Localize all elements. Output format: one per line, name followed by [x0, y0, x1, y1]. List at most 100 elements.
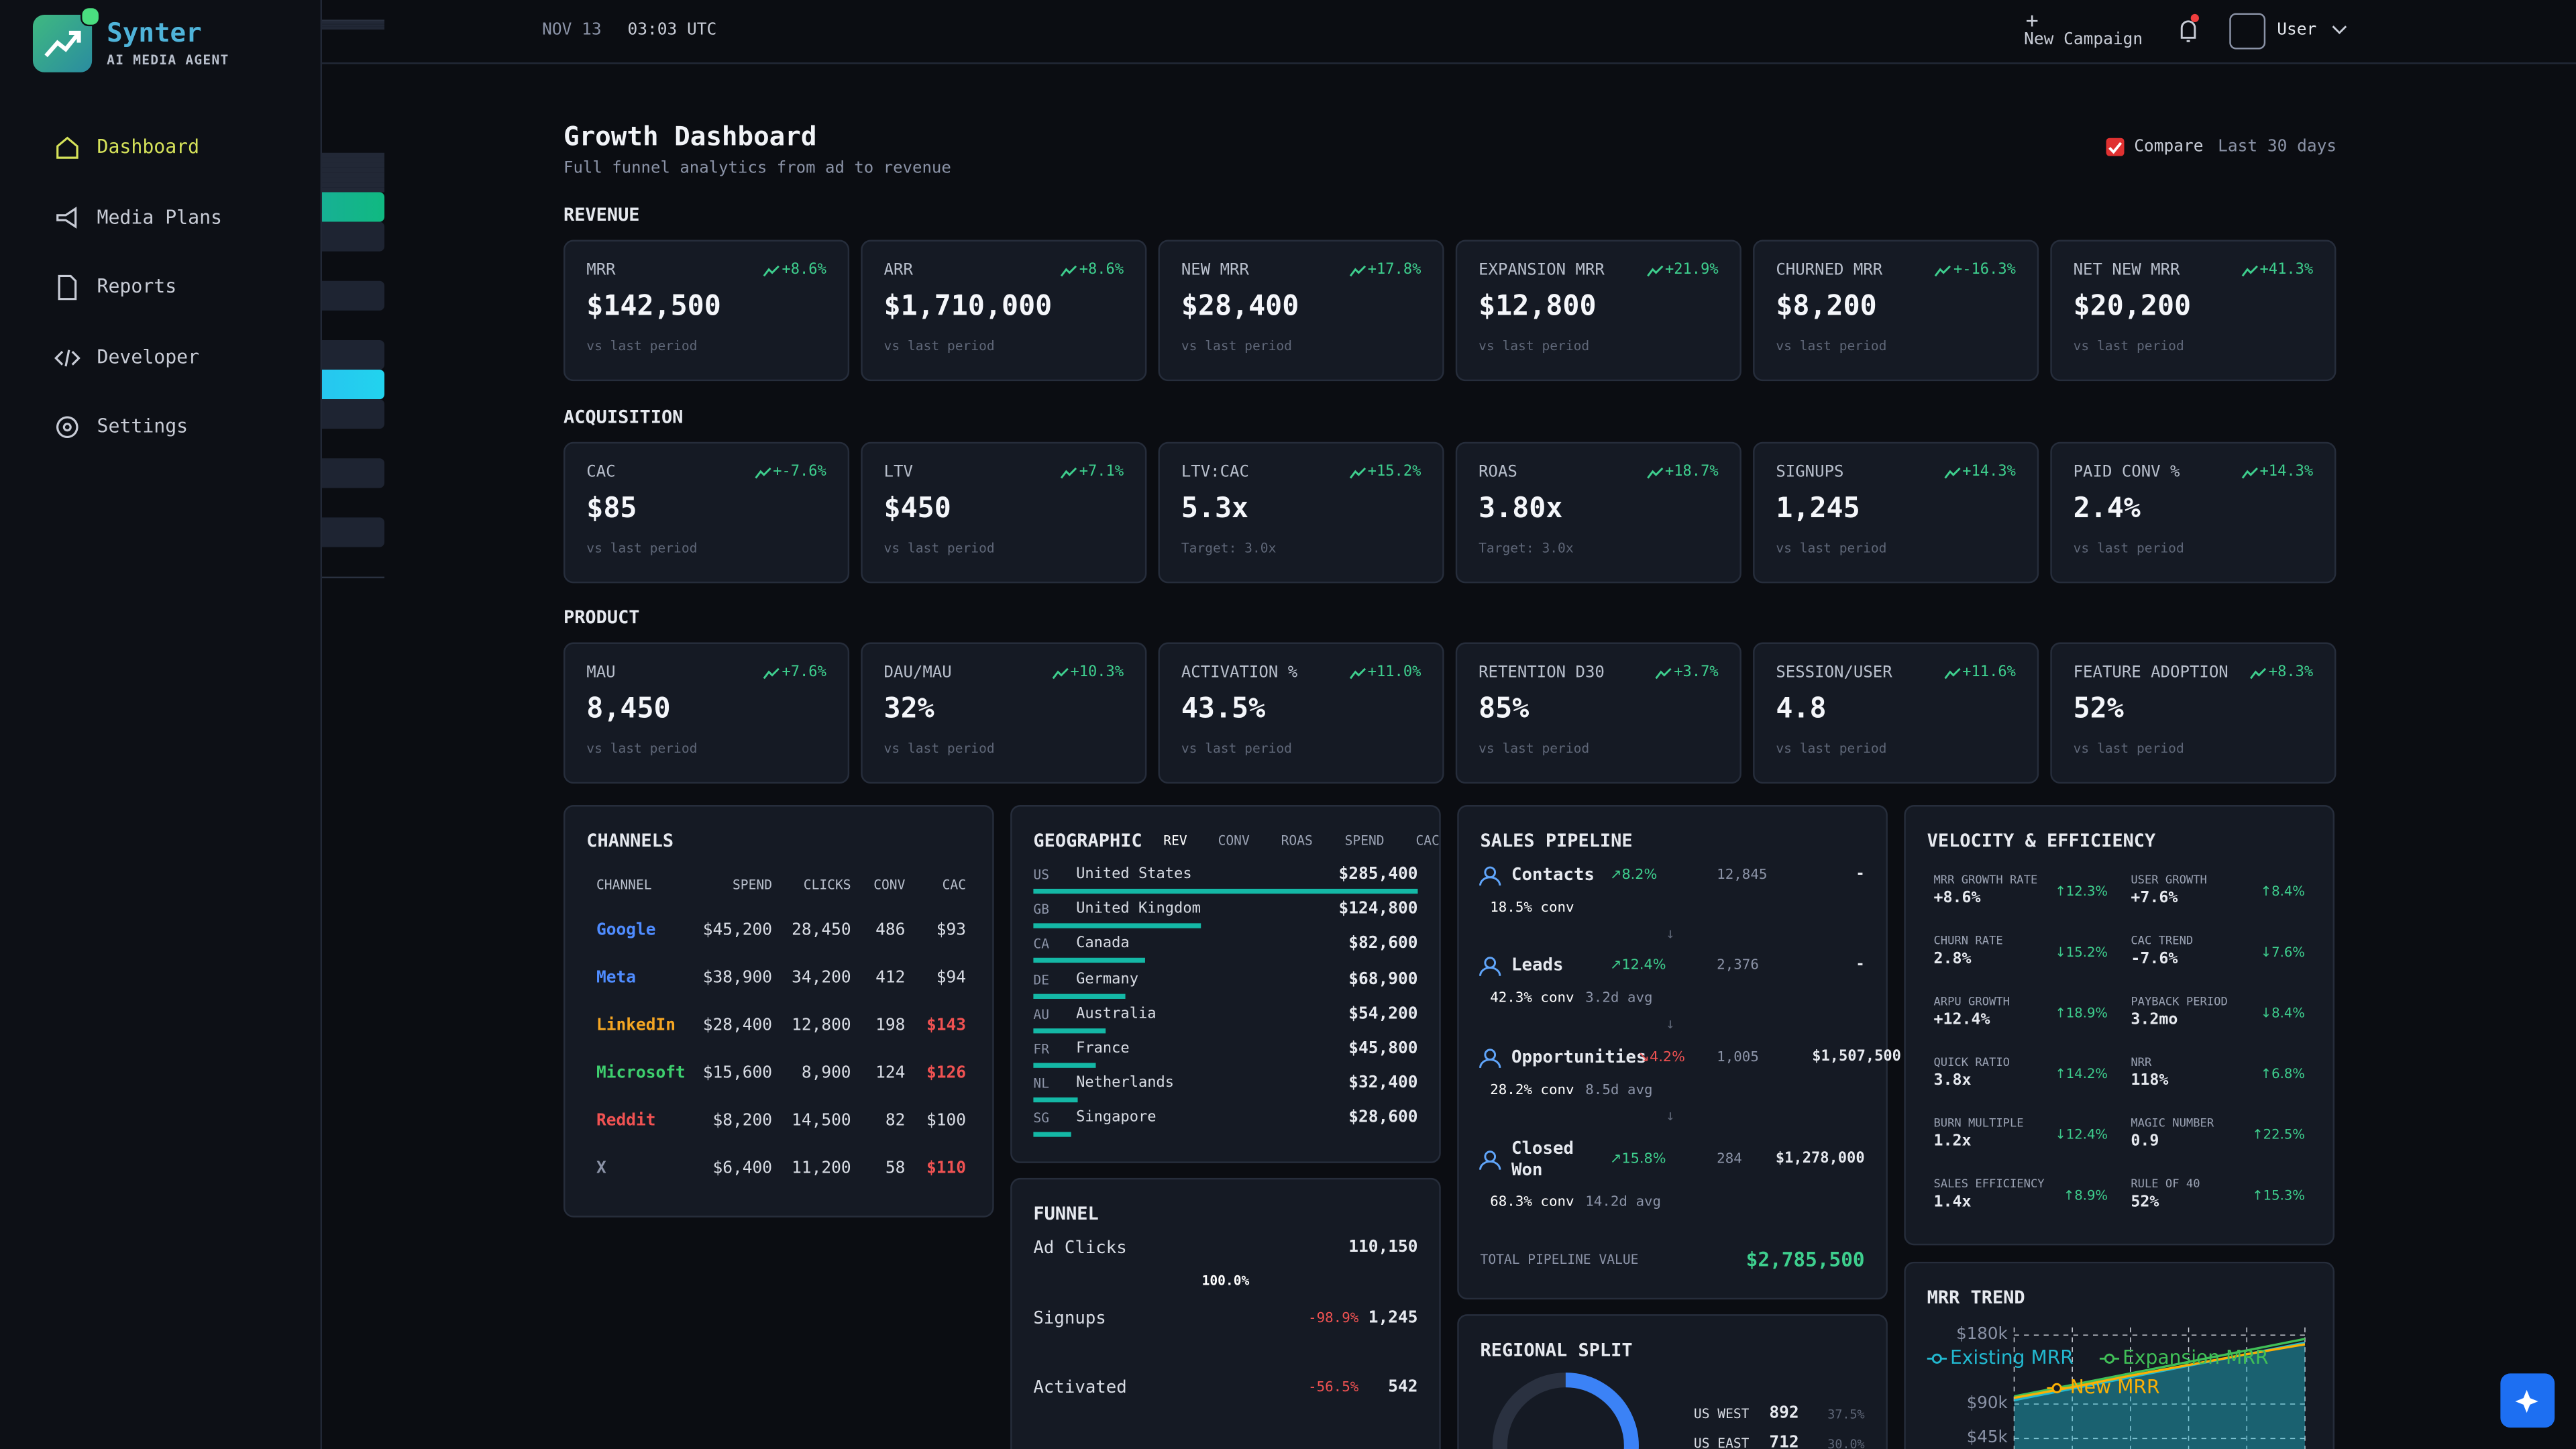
country-value: $124,800	[1338, 900, 1418, 919]
trend-arrow	[2241, 265, 2257, 277]
tab-label[interactable]: REV	[1163, 833, 1187, 849]
nav-item[interactable]: Dashboard	[97, 135, 200, 158]
metric-change: ↑12.3%	[2055, 884, 2108, 900]
donut	[1492, 1373, 1639, 1449]
nav-item[interactable]: Reports	[97, 274, 177, 298]
kpi-card	[1753, 642, 2039, 784]
kpi-value: $450	[883, 491, 951, 525]
country-code: AU	[1033, 1007, 1050, 1022]
legend-label: Existing MRR	[1949, 1345, 2074, 1369]
country-name: Singapore	[1076, 1110, 1157, 1127]
country-code: SG	[1033, 1111, 1050, 1127]
kpi-change: +10.3%	[1070, 664, 1124, 682]
section-title: PRODUCT	[564, 606, 640, 629]
stage-count: 12,845	[1717, 867, 1768, 884]
trend-icon	[754, 466, 771, 478]
compare-checkbox[interactable]	[2106, 138, 2125, 156]
panel-title: FUNNEL	[1033, 1203, 1099, 1225]
trend-arrow	[1348, 466, 1366, 478]
trend-icon	[763, 265, 780, 277]
kpi-card	[2050, 441, 2337, 583]
kpi-note: vs last period	[1776, 338, 1887, 354]
region-pct: 30.0%	[1827, 1436, 1865, 1449]
kpi-label: MRR	[586, 261, 616, 280]
kpi-label: CHURNED MRR	[1776, 261, 1883, 280]
geo-bar	[1033, 1028, 1107, 1033]
kpi-label: DAU/MAU	[883, 663, 952, 682]
kpi-label: ROAS	[1479, 462, 1517, 481]
metric-change: ↑15.3%	[2252, 1188, 2305, 1203]
trend-icon	[1060, 265, 1077, 277]
channel-cell: $126	[926, 1064, 967, 1083]
country-code: US	[1033, 867, 1050, 883]
country-value: $68,900	[1348, 970, 1418, 989]
kpi-value: 1,245	[1776, 491, 1860, 525]
channel-cell: 82	[885, 1112, 906, 1130]
kpi-change: +7.6%	[782, 664, 826, 682]
metric-value: +12.4%	[1933, 1010, 1990, 1029]
trend-arrow	[1646, 265, 1663, 277]
kpi-value: 52%	[2073, 692, 2124, 726]
trend-arrow	[1943, 466, 1960, 478]
trend-icon	[1943, 466, 1960, 478]
funnel-value: 110,150	[1348, 1238, 1418, 1257]
kpi-label: CAC	[586, 462, 616, 481]
column-header: CAC	[942, 877, 967, 893]
sparkle	[2515, 1389, 2538, 1413]
country-code: FR	[1033, 1042, 1050, 1057]
kpi-label: PAID CONV %	[2073, 462, 2180, 481]
tab-label[interactable]: CAC	[1415, 833, 1440, 849]
kpi-change: +41.3%	[2259, 262, 2314, 279]
region-pct: 37.5%	[1827, 1407, 1865, 1422]
sidebar	[0, 0, 323, 1449]
nav-item[interactable]: Developer	[97, 344, 200, 368]
channel-cell: $93	[936, 921, 967, 940]
stage-conversion: 18.5% conv	[1490, 900, 1574, 917]
metric-value: 2.8%	[1933, 950, 1972, 969]
y-tick-label: $90k	[1966, 1394, 2008, 1413]
date-range[interactable]: Last 30 days	[2218, 138, 2337, 156]
tab-label[interactable]: SPEND	[1344, 833, 1385, 849]
metric-value: 3.2mo	[2131, 1010, 2178, 1029]
trend-icon	[1943, 667, 1960, 680]
metric-change: ↓8.4%	[2260, 1006, 2305, 1021]
avatar[interactable]	[2229, 13, 2266, 50]
icon-shape	[56, 416, 78, 438]
kpi-change: +8.3%	[2268, 664, 2314, 682]
stage-icon	[1479, 866, 1501, 886]
user-name: User	[2277, 21, 2317, 40]
panel-title: SALES PIPELINE	[1480, 830, 1633, 852]
y-tick-label: $45k	[1966, 1428, 2008, 1447]
column-header: SPEND	[733, 877, 773, 893]
new-campaign-button[interactable]: New Campaign	[2024, 31, 2143, 50]
nav-icon	[56, 416, 78, 438]
channel-cell: $38,900	[702, 969, 773, 987]
country-name: Australia	[1076, 1006, 1157, 1023]
trend-icon	[1935, 265, 1951, 277]
kpi-card	[1158, 642, 1444, 784]
nav-icon	[56, 205, 77, 228]
tab-label[interactable]: ROAS	[1281, 833, 1313, 849]
channel-cell: 124	[875, 1064, 906, 1083]
trend-icon	[1348, 466, 1366, 478]
channel-name: LinkedIn	[596, 1016, 676, 1035]
kpi-note: vs last period	[1776, 741, 1887, 757]
column-header: CHANNEL	[596, 877, 652, 893]
kpi-note: vs last period	[1479, 338, 1590, 354]
assistant-button[interactable]	[2500, 1373, 2555, 1428]
tab-label[interactable]: CONV	[1218, 833, 1250, 849]
trend-icon	[2241, 466, 2257, 478]
nav-item[interactable]: Media Plans	[97, 205, 223, 228]
bell[interactable]	[2177, 13, 2200, 50]
region-value: 892	[1769, 1404, 1799, 1423]
funnel-value: 542	[1388, 1378, 1418, 1397]
channel-cell: 8,900	[801, 1064, 851, 1083]
icon-shape	[56, 136, 78, 159]
metric-label: BURN MULTIPLE	[1933, 1116, 2024, 1130]
stage-icon	[1479, 1049, 1501, 1068]
nav-item[interactable]: Settings	[97, 414, 189, 437]
mrr-trend-panel	[1904, 1261, 2335, 1449]
metric-value: 0.9	[2131, 1132, 2159, 1151]
logo-icon	[44, 30, 81, 58]
